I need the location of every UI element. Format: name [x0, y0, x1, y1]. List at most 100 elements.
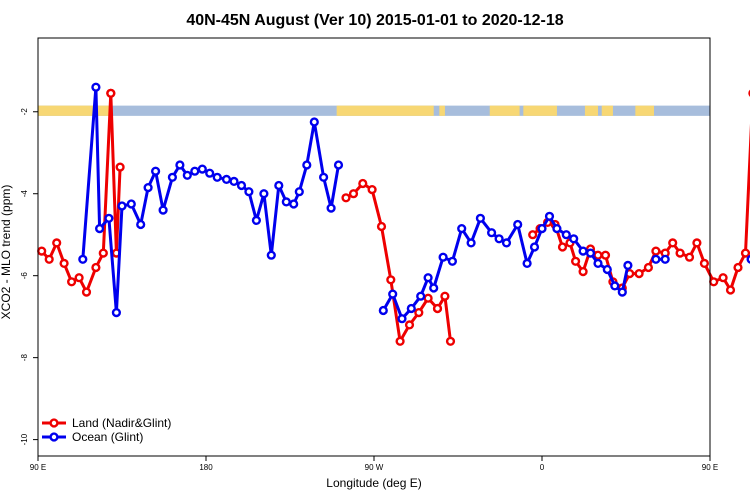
series-line	[381, 214, 630, 321]
y-tick-label: -10	[20, 433, 29, 445]
data-point	[81, 287, 92, 297]
data-point	[289, 199, 299, 209]
series-line	[109, 93, 122, 255]
y-tick-label: -4	[20, 190, 29, 198]
data-point	[617, 287, 627, 297]
data-point	[94, 224, 105, 234]
data-point	[709, 277, 719, 287]
data-point	[281, 197, 291, 207]
data-point	[229, 176, 239, 187]
data-point	[66, 277, 77, 287]
y-axis-label: XCO2 - MLO trend (ppm)	[0, 185, 13, 320]
legend: Land (Nadir&Glint)Ocean (Glint)	[42, 416, 171, 444]
data-point	[367, 185, 377, 195]
land-mask-segment	[336, 105, 434, 116]
data-point	[718, 273, 728, 283]
series-land	[37, 88, 750, 346]
data-point	[117, 201, 127, 211]
plot-frame	[37, 37, 711, 457]
chart-title: 40N-45N August (Ver 10) 2015-01-01 to 20…	[186, 12, 563, 29]
legend-marker	[49, 432, 59, 442]
data-point	[78, 254, 88, 264]
series-line	[531, 123, 750, 292]
data-point	[37, 246, 47, 256]
data-point	[423, 293, 433, 303]
data-point	[212, 172, 222, 182]
data-point	[725, 285, 736, 295]
data-point	[651, 246, 661, 256]
data-point	[341, 193, 351, 203]
data-point	[52, 238, 62, 248]
data-point	[333, 160, 344, 170]
data-point	[643, 262, 654, 273]
data-point	[274, 180, 284, 191]
data-point	[136, 219, 146, 230]
data-point	[675, 248, 685, 258]
data-point	[182, 170, 192, 180]
data-point	[406, 303, 416, 314]
data-point	[429, 283, 439, 293]
data-point	[660, 254, 670, 264]
data-point	[447, 256, 458, 266]
x-axis-label: Longitude (deg E)	[326, 476, 421, 490]
x-tick-label: 90 E	[30, 463, 46, 472]
data-point	[651, 254, 661, 264]
data-point	[537, 224, 547, 234]
data-point	[570, 256, 581, 266]
data-point	[416, 291, 426, 301]
data-point	[578, 267, 588, 277]
data-point	[98, 248, 108, 258]
data-point	[104, 213, 114, 223]
data-point	[326, 203, 336, 213]
data-point	[466, 238, 476, 248]
data-point	[593, 250, 603, 260]
land-ocean-mask	[38, 105, 710, 116]
data-point	[740, 248, 750, 258]
series-line	[81, 85, 340, 315]
data-point	[494, 234, 504, 244]
land-mask-segment	[38, 105, 109, 116]
x-tick-label: 0	[540, 463, 545, 472]
data-point	[111, 308, 122, 318]
legend-label: Ocean (Glint)	[72, 430, 143, 444]
data-point	[106, 88, 116, 98]
x-tick-label: 180	[199, 463, 213, 472]
x-tick-label: 90 E	[702, 463, 718, 472]
data-point	[115, 162, 125, 172]
x-tick-label: 90 W	[365, 463, 384, 472]
land-mask-segment	[489, 105, 520, 116]
data-point	[376, 221, 387, 232]
data-point	[348, 189, 359, 199]
land-mask-segment	[601, 105, 613, 116]
data-point	[244, 187, 254, 197]
data-point	[91, 262, 101, 273]
data-point	[561, 230, 571, 240]
data-point	[528, 230, 538, 240]
data-point	[457, 224, 467, 234]
data-point	[529, 242, 540, 252]
data-point	[259, 189, 269, 199]
data-point	[319, 172, 329, 182]
data-point	[593, 258, 603, 269]
data-point	[557, 242, 568, 252]
data-point	[623, 260, 633, 271]
data-point	[236, 180, 247, 191]
x-axis-ticks: 90 E 180 90 W 0 90 E	[30, 456, 718, 472]
data-point	[578, 246, 588, 256]
legend-marker	[49, 418, 59, 428]
data-point	[74, 273, 84, 283]
land-mask-segment	[584, 105, 598, 116]
data-point	[423, 273, 433, 283]
data-point	[634, 269, 644, 279]
y-tick-label: -8	[20, 354, 29, 362]
data-point	[501, 238, 512, 248]
data-point	[432, 303, 443, 314]
data-point	[513, 219, 523, 230]
data-point	[569, 234, 579, 244]
data-point	[445, 336, 456, 346]
y-axis-ticks: -2 -4 -6 -8 -10	[20, 108, 38, 445]
land-mask-segment	[523, 105, 557, 116]
y-tick-label: -6	[20, 272, 29, 280]
data-point	[358, 178, 368, 189]
